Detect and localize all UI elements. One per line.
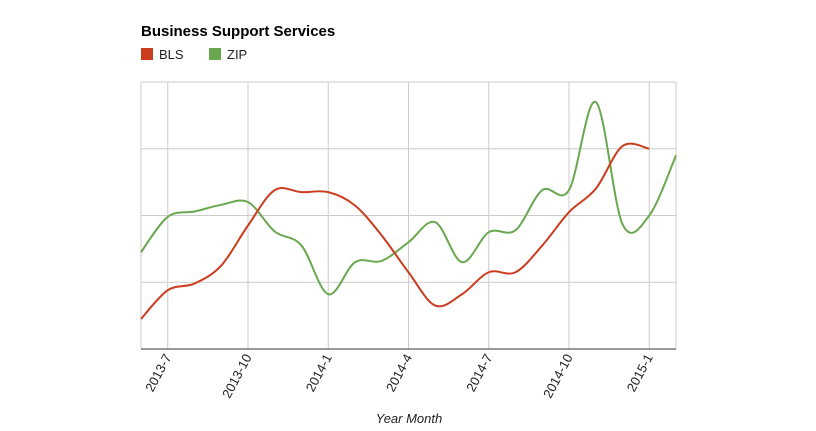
series-line-bls[interactable] [140, 142, 650, 320]
legend-label-zip: ZIP [227, 47, 247, 62]
x-tick-label: 2015-1 [624, 351, 656, 394]
x-tick-label: 2014-4 [383, 351, 415, 394]
series-line-zip[interactable] [140, 101, 677, 296]
legend-swatch-zip [209, 48, 221, 60]
series-lines [140, 101, 677, 320]
legend-label-bls: BLS [159, 47, 184, 62]
legend-item-bls[interactable]: BLS [141, 47, 184, 62]
legend-item-zip[interactable]: ZIP [209, 47, 247, 62]
grid [140, 81, 677, 350]
x-tick-label: 2014-1 [303, 351, 335, 394]
x-axis-ticks: 2013-7 2013-10 2014-1 2014-4 2014-7 2014-10 20… [142, 351, 656, 400]
x-tick-label: 2013-10 [219, 351, 255, 400]
x-axis-title: Year Month [376, 411, 443, 426]
x-tick-label: 2014-7 [463, 351, 495, 394]
x-tick-label: 2014-10 [540, 351, 576, 400]
legend-swatch-bls [141, 48, 153, 60]
legend: BLS ZIP [141, 47, 247, 62]
chart-title: Business Support Services [141, 23, 335, 40]
x-tick-label: 2013-7 [142, 351, 174, 394]
